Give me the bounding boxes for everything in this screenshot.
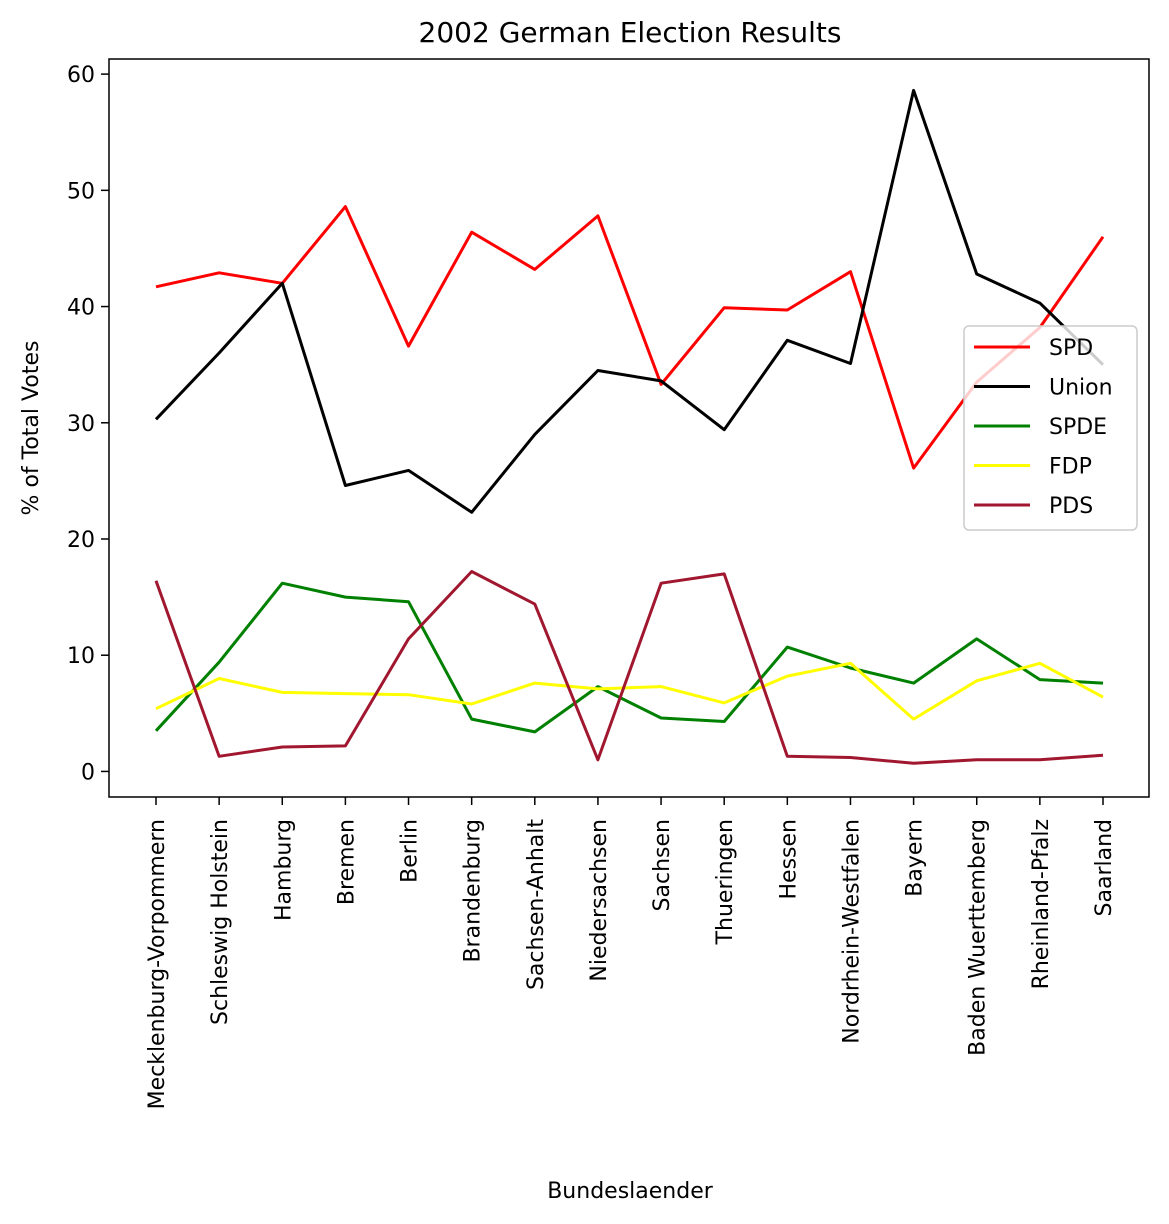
y-tick-label: 60 bbox=[67, 63, 95, 88]
x-tick-label: Baden Wuerttemberg bbox=[966, 819, 991, 1056]
x-tick-label: Rheinland-Pfalz bbox=[1029, 819, 1054, 989]
series-line-spd bbox=[155, 205, 1105, 470]
y-tick-label: 20 bbox=[67, 528, 95, 553]
legend-label: PDS bbox=[1049, 494, 1093, 519]
x-tick-label: Bayern bbox=[903, 819, 928, 897]
x-tick-label: Sachsen-Anhalt bbox=[524, 819, 549, 990]
y-axis-label: % of Total Votes bbox=[19, 341, 44, 516]
legend-box bbox=[963, 325, 1138, 531]
x-tick-label: Sachsen bbox=[650, 819, 675, 911]
x-tick-label: Mecklenburg-Vorpommern bbox=[145, 819, 170, 1109]
x-tick-label: Brandenburg bbox=[461, 819, 486, 963]
chart-title: 2002 German Election Results bbox=[419, 16, 842, 49]
series-line-fdp bbox=[155, 661, 1104, 721]
x-tick-label: Saarland bbox=[1092, 819, 1117, 916]
x-tick-label: Niedersachsen bbox=[587, 819, 612, 982]
y-tick-label: 30 bbox=[67, 412, 95, 437]
x-tick-label: Hamburg bbox=[271, 819, 296, 921]
legend-label: SPDE bbox=[1049, 415, 1107, 440]
x-axis-label: Bundeslaender bbox=[547, 1179, 714, 1204]
x-tick-label: Bremen bbox=[334, 819, 359, 905]
y-tick-label: 50 bbox=[67, 179, 95, 204]
x-tick-label: Schleswig Holstein bbox=[208, 819, 233, 1025]
y-tick-label: 10 bbox=[67, 644, 95, 669]
y-tick-label: 40 bbox=[67, 296, 95, 321]
legend-label: SPD bbox=[1049, 336, 1093, 361]
plot-frame bbox=[108, 58, 1150, 798]
x-tick-label: Nordrhein-Westfalen bbox=[839, 819, 864, 1044]
x-tick-label: Thueringen bbox=[713, 819, 738, 945]
series-line-pds bbox=[154, 570, 1104, 765]
series-line-spde bbox=[154, 581, 1104, 734]
legend-label: Union bbox=[1049, 376, 1113, 401]
legend-label: FDP bbox=[1049, 455, 1092, 480]
x-tick-label: Hessen bbox=[776, 819, 801, 899]
legend: SPD Union SPDE FDP PDS bbox=[963, 325, 1138, 531]
y-tick-label: 0 bbox=[81, 760, 95, 785]
series-line-union bbox=[154, 88, 1105, 514]
x-tick-label: Berlin bbox=[398, 819, 423, 883]
